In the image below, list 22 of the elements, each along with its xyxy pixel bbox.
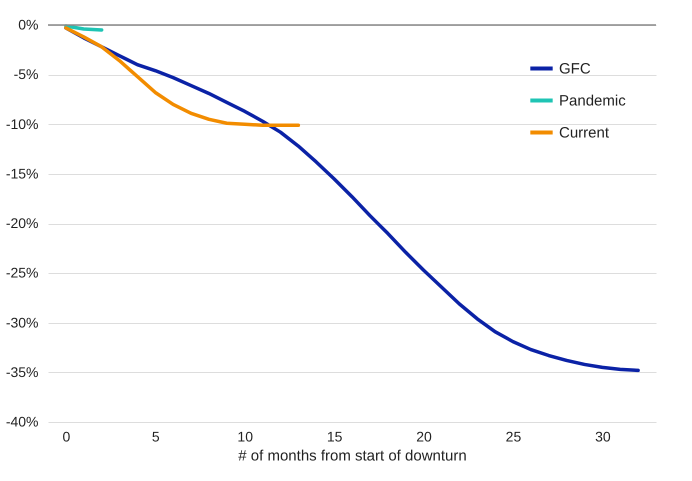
x-tick-label: 5	[152, 428, 160, 444]
x-axis-title: # of months from start of downturn	[238, 448, 467, 464]
y-tick-label: -25%	[6, 264, 38, 281]
y-tick-label: -35%	[6, 364, 38, 380]
x-tick-label: 30	[595, 428, 611, 444]
line-series	[64, 26, 300, 127]
y-tick-label: -15%	[6, 165, 38, 182]
line-series	[64, 26, 640, 372]
y-tick-label: -10%	[6, 116, 38, 132]
x-tick-label: 25	[506, 428, 522, 444]
y-tick-label: 0%	[18, 16, 38, 32]
y-tick-label: -5%	[14, 66, 38, 82]
x-tick-label: 15	[326, 428, 343, 444]
y-tick-label: -20%	[6, 215, 38, 231]
x-tick-label: 10	[237, 428, 254, 444]
legend-label: GFC	[559, 60, 591, 78]
legend-label: Current	[559, 124, 610, 142]
x-tick-label: 0	[62, 428, 70, 444]
legend-label: Pandemic	[559, 92, 626, 110]
y-tick-label: -40%	[6, 414, 38, 430]
x-tick-label: 20	[416, 428, 432, 444]
y-tick-label: -30%	[6, 314, 38, 330]
